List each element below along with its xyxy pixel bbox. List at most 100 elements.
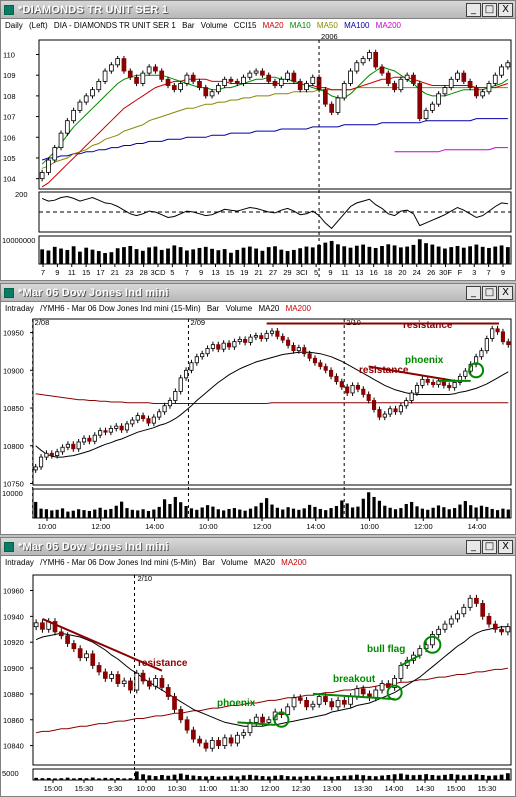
window-title: *Mar 06 Dow Jones Ind mini bbox=[18, 540, 169, 553]
volume-bar bbox=[185, 250, 189, 264]
candle bbox=[184, 719, 190, 731]
volume-bar bbox=[120, 501, 124, 518]
volume-bar bbox=[443, 774, 447, 780]
candle bbox=[71, 643, 77, 650]
candle bbox=[297, 697, 303, 701]
volume-bar bbox=[136, 510, 140, 518]
volume-bar bbox=[260, 776, 265, 780]
x-tick-label: 12:00 bbox=[91, 522, 110, 531]
volume-bar bbox=[336, 776, 340, 780]
minimize-button[interactable]: _ bbox=[466, 539, 481, 554]
volume-bar bbox=[377, 500, 382, 518]
x-tick-label: 11 bbox=[341, 268, 349, 277]
candle bbox=[318, 362, 323, 367]
maximize-button[interactable]: □ bbox=[482, 285, 497, 300]
candle bbox=[130, 419, 135, 425]
volume-bar bbox=[266, 776, 271, 780]
volume-bar bbox=[109, 508, 113, 518]
window-titlebar[interactable]: *DIAMONDS TR UNIT SER 1 _ □ X bbox=[1, 1, 515, 19]
phoenix-label: phoenix bbox=[217, 698, 256, 709]
volume-bar bbox=[210, 775, 215, 780]
x-tick-label: 15:30 bbox=[478, 784, 497, 793]
volume-bar bbox=[505, 773, 510, 780]
candle bbox=[398, 665, 404, 679]
candle bbox=[360, 58, 366, 64]
y-tick-label: 104 bbox=[3, 175, 16, 184]
maximize-button[interactable]: □ bbox=[482, 539, 497, 554]
candle bbox=[165, 687, 171, 697]
maximize-button[interactable]: □ bbox=[482, 2, 497, 17]
candle bbox=[52, 147, 58, 161]
close-button[interactable]: X bbox=[498, 285, 513, 300]
volume-bar bbox=[140, 250, 145, 264]
volume-bar bbox=[461, 247, 466, 264]
ma10-line bbox=[41, 66, 509, 165]
minimize-button[interactable]: _ bbox=[466, 2, 481, 17]
chart-legend: Daily (Left) DIA - DIAMONDS TR UNIT SER … bbox=[1, 19, 515, 32]
candle bbox=[322, 89, 328, 105]
x-tick-label: 12:00 bbox=[261, 784, 280, 793]
candle bbox=[243, 338, 248, 343]
x-tick-label: 13:00 bbox=[323, 784, 342, 793]
candle bbox=[280, 335, 285, 341]
session-label: 2/10 bbox=[346, 318, 361, 327]
close-button[interactable]: X bbox=[498, 539, 513, 554]
candle bbox=[479, 350, 484, 358]
cci-tick-label: 200 bbox=[15, 190, 28, 199]
volume-bar bbox=[270, 504, 274, 518]
candle bbox=[189, 362, 194, 371]
y-tick-label: 10840 bbox=[3, 742, 24, 751]
legend-item: Bar bbox=[206, 304, 220, 313]
y-tick-label: 109 bbox=[3, 71, 16, 80]
volume-bar bbox=[380, 245, 384, 264]
candle bbox=[81, 437, 87, 443]
candle bbox=[335, 699, 341, 708]
volume-bar bbox=[159, 249, 164, 264]
volume-bar bbox=[285, 776, 290, 780]
x-tick-label: 14:30 bbox=[416, 784, 435, 793]
five-min-chart[interactable]: 10840 10860 10880 10900 10920 10940 10960 2/10 r… bbox=[1, 569, 515, 796]
candle bbox=[58, 132, 64, 149]
close-button[interactable]: X bbox=[498, 2, 513, 17]
volume-bar bbox=[65, 777, 70, 780]
x-tick-label: 12:00 bbox=[253, 522, 272, 531]
candle bbox=[84, 653, 89, 659]
candle bbox=[379, 683, 385, 691]
legend-item: Intraday bbox=[5, 304, 34, 313]
window-titlebar[interactable]: *Mar 06 Dow Jones Ind mini _ □ X bbox=[1, 538, 515, 556]
minimize-button[interactable]: _ bbox=[466, 285, 481, 300]
volume-bar bbox=[324, 510, 328, 518]
candle bbox=[377, 409, 382, 418]
volume-bar bbox=[141, 774, 145, 780]
fifteen-min-chart[interactable]: 10750 10800 10850 10900 10950 2/08 2/09 2/10 res… bbox=[1, 315, 515, 534]
x-tick-label: 9 bbox=[55, 268, 59, 277]
x-tick-label: 13 bbox=[355, 268, 363, 277]
candle bbox=[109, 64, 114, 72]
volume-bar bbox=[411, 244, 416, 264]
volume-bar bbox=[291, 508, 296, 518]
volume-bar bbox=[449, 773, 454, 780]
ma50-line bbox=[41, 87, 508, 169]
x-tick-label: 10:00 bbox=[38, 522, 57, 531]
window-titlebar[interactable]: *Mar 06 Dow Jones Ind mini _ □ X bbox=[1, 284, 515, 302]
y-tick-label: 10960 bbox=[3, 587, 24, 596]
candle bbox=[49, 452, 54, 456]
candle bbox=[221, 342, 226, 350]
volume-bar bbox=[345, 503, 349, 518]
candle bbox=[241, 76, 246, 84]
volume-bar bbox=[203, 246, 208, 264]
volume-bar bbox=[424, 774, 428, 780]
candle bbox=[316, 696, 322, 705]
daily-chart[interactable]: 104 105 106 107 108 109 110 2006 200 10000000 7 9 11… bbox=[1, 32, 515, 280]
candle bbox=[90, 89, 95, 97]
candle bbox=[430, 634, 435, 646]
candle bbox=[121, 680, 127, 684]
volume-bar bbox=[480, 246, 485, 264]
y-tick-label: 10800 bbox=[3, 442, 24, 451]
legend-item: /YMH6 - Mar 06 Dow Jones Ind mini (15-Mi… bbox=[40, 304, 201, 313]
volume-bar bbox=[211, 506, 215, 518]
candle bbox=[442, 623, 448, 630]
candle bbox=[114, 425, 119, 429]
candle bbox=[490, 328, 495, 340]
candle bbox=[109, 674, 114, 679]
